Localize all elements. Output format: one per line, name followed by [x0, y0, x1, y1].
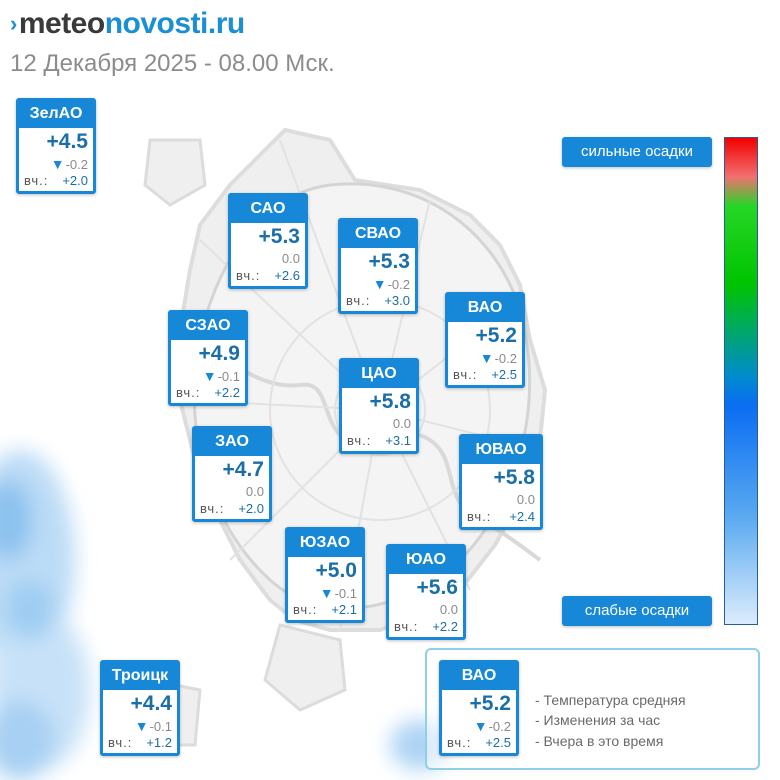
temperature-value: +5.0	[315, 559, 357, 582]
yesterday-label: вч.:	[447, 735, 472, 750]
hourly-change: ▼-0.2	[473, 718, 511, 734]
temperature-value: +5.6	[416, 576, 458, 599]
hourly-change: ▼-0.2	[372, 276, 410, 292]
legend-item-hourly-change: - Изменения за час	[535, 712, 661, 728]
temperature-value: +5.3	[368, 250, 410, 273]
trend-down-icon: ▼	[50, 156, 65, 172]
hourly-change: ▼-0.2	[50, 156, 88, 172]
hourly-change: 0.0	[281, 251, 300, 266]
temperature-value: +4.4	[130, 692, 172, 715]
temperature-value: +5.3	[258, 225, 300, 248]
temperature-value: +4.5	[46, 130, 88, 153]
trend-down-icon: ▼	[202, 368, 217, 384]
yesterday-value: +2.2	[214, 385, 240, 400]
territory-fragment	[263, 623, 347, 712]
yesterday-value: +2.2	[432, 619, 458, 634]
district-card-szao: СЗАО +4.9 ▼-0.1 вч.: +2.2	[168, 310, 248, 406]
logo-text-meteo: meteo	[18, 7, 105, 40]
logo-mark: ›	[10, 11, 17, 36]
district-name: ЗелАО	[19, 101, 93, 128]
yesterday-value: +2.4	[509, 509, 535, 524]
territory-fragment	[143, 138, 207, 207]
precipitation-area	[0, 450, 450, 780]
hourly-change: ▼-0.1	[319, 585, 357, 601]
district-name: Троицк	[103, 663, 177, 690]
hourly-change: 0.0	[516, 492, 535, 507]
yesterday-label: вч.:	[236, 268, 261, 283]
temperature-value: +5.8	[493, 466, 535, 489]
temperature-value: +4.9	[198, 342, 240, 365]
trend-down-icon: ▼	[134, 718, 149, 734]
yesterday-label: вч.:	[200, 501, 225, 516]
yesterday-label: вч.:	[293, 602, 318, 617]
yesterday-value: +2.6	[274, 268, 300, 283]
trend-down-icon: ▼	[319, 585, 334, 601]
district-card-troitsk: Троицк +4.4 ▼-0.1 вч.: +1.2	[100, 660, 180, 756]
district-name: ЮЗАО	[288, 530, 362, 557]
yesterday-value: +3.1	[385, 433, 411, 448]
district-name: СВАО	[341, 221, 415, 248]
temperature-value: +5.2	[475, 324, 517, 347]
district-card-zelao: ЗелАО +4.5 ▼-0.2 вч.: +2.0	[16, 98, 96, 194]
legend-sample-card: ВАО +5.2 ▼-0.2 вч.: +2.5	[439, 660, 519, 756]
yesterday-label: вч.:	[176, 385, 201, 400]
district-name: ВАО	[448, 295, 522, 322]
yesterday-value: +2.5	[485, 735, 511, 750]
district-name: ВАО	[442, 663, 516, 690]
hourly-change: 0.0	[439, 602, 458, 617]
district-card-yuzao: ЮЗАО +5.0 ▼-0.1 вч.: +2.1	[285, 527, 365, 623]
yesterday-label: вч.:	[394, 619, 419, 634]
temperature-value: +5.2	[469, 692, 511, 715]
district-card-svao: СВАО +5.3 ▼-0.2 вч.: +3.0	[338, 218, 418, 314]
hourly-change: ▼-0.2	[479, 350, 517, 366]
hourly-change: ▼-0.1	[134, 718, 172, 734]
district-name: САО	[231, 196, 305, 223]
precipitation-scale-bar	[724, 137, 758, 625]
yesterday-label: вч.:	[467, 509, 492, 524]
district-name: ЦАО	[342, 361, 416, 388]
trend-down-icon: ▼	[372, 276, 387, 292]
page-date-time: 12 Декабря 2025 - 08.00 Мск.	[10, 50, 335, 77]
district-card-cao: ЦАО +5.8 0.0 вч.: +3.1	[339, 358, 419, 454]
temperature-value: +5.8	[369, 390, 411, 413]
hourly-change: 0.0	[245, 484, 264, 499]
district-name: ЮВАО	[462, 437, 540, 464]
yesterday-value: +2.0	[238, 501, 264, 516]
district-name: ЗАО	[195, 429, 269, 456]
district-name: СЗАО	[171, 313, 245, 340]
hourly-change: 0.0	[392, 416, 411, 431]
legend-item-yesterday: - Вчера в это время	[535, 733, 664, 749]
heavy-precipitation-label: сильные осадки	[562, 137, 712, 167]
yesterday-value: +2.0	[62, 173, 88, 188]
yesterday-label: вч.:	[346, 293, 371, 308]
yesterday-value: +1.2	[146, 735, 172, 750]
temperature-value: +4.7	[222, 458, 264, 481]
yesterday-value: +3.0	[384, 293, 410, 308]
light-precipitation-label: слабые осадки	[562, 596, 712, 626]
trend-down-icon: ▼	[479, 350, 494, 366]
yesterday-label: вч.:	[108, 735, 133, 750]
trend-down-icon: ▼	[473, 718, 488, 734]
district-card-zao: ЗАО +4.7 0.0 вч.: +2.0	[192, 426, 272, 522]
district-card-vao: ВАО +5.2 ▼-0.2 вч.: +2.5	[445, 292, 525, 388]
yesterday-value: +2.5	[491, 367, 517, 382]
yesterday-label: вч.:	[453, 367, 478, 382]
yesterday-label: вч.:	[347, 433, 372, 448]
yesterday-value: +2.1	[331, 602, 357, 617]
yesterday-label: вч.:	[24, 173, 49, 188]
district-card-yuvao: ЮВАО +5.8 0.0 вч.: +2.4	[459, 434, 543, 530]
district-card-yuao: ЮАО +5.6 0.0 вч.: +2.2	[386, 544, 466, 640]
legend-box: ВАО +5.2 ▼-0.2 вч.: +2.5 - Температура ср…	[425, 648, 760, 770]
site-logo[interactable]: ›meteonovosti.ru	[10, 6, 245, 42]
hourly-change: ▼-0.1	[202, 368, 240, 384]
district-name: ЮАО	[389, 547, 463, 574]
district-card-sao: САО +5.3 0.0 вч.: +2.6	[228, 193, 308, 289]
legend-item-temperature: - Температура средняя	[535, 692, 686, 708]
logo-text-novosti: novosti.ru	[104, 7, 246, 40]
